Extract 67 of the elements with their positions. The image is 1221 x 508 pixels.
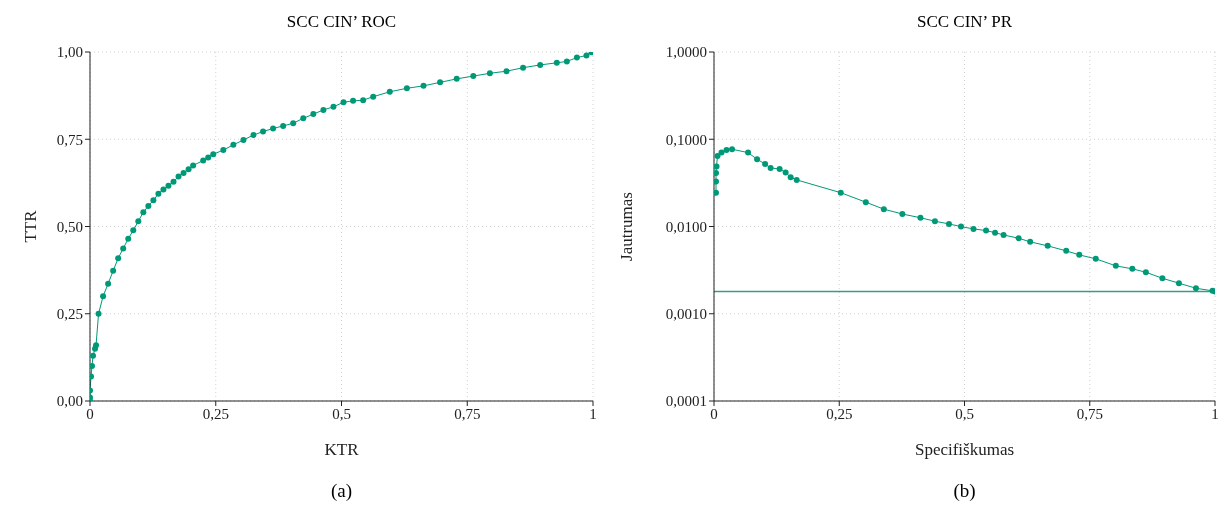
y-tick-label: 0,0001 [665,393,707,410]
y-axis-title: TTR [21,209,41,243]
point [776,165,783,172]
point [1192,285,1199,292]
point [1000,231,1007,238]
point [1076,251,1083,258]
point [714,163,720,170]
point [1015,235,1022,242]
point [714,189,719,196]
point [793,176,800,183]
point [1044,242,1051,249]
point [729,146,736,153]
point [862,199,869,206]
point [880,206,887,213]
y-tick-label: 0,25 [56,306,83,323]
point [767,164,774,171]
y-tick-label: 0,50 [56,218,83,235]
x-tick-label: 1 [1211,405,1219,422]
point [1175,280,1182,287]
x-tick-label: 0,75 [454,405,481,422]
point [945,220,952,227]
y-tick-label: 1,00 [56,44,83,61]
y-tick-label: 1,0000 [665,44,707,61]
point [992,229,999,236]
point [1129,265,1136,272]
point [1159,275,1166,282]
y-axis-title: Jautrumas [617,192,637,261]
y-tick-label: 0,0100 [665,218,707,235]
y-tick-label: 0,00 [56,393,83,410]
point [787,174,794,181]
point [1112,262,1119,269]
x-tick-label: 0,5 [332,405,351,422]
point [957,223,964,230]
point [745,149,752,156]
point [1063,247,1070,254]
point [1142,269,1149,276]
point [1027,238,1034,245]
x-tick-label: 0,5 [955,405,974,422]
y-tick-label: 0,0010 [665,306,707,323]
point [970,225,977,232]
x-axis-title: Specifiškumas [914,440,1015,460]
x-tick-label: 1 [589,405,597,422]
chart-title: SCC CIN’ ROC [285,12,398,32]
x-tick-label: 0,25 [202,405,229,422]
point [723,146,730,153]
x-axis-title: KTR [324,440,360,460]
text: (a) [329,480,354,502]
y-tick-label: 0,75 [56,131,83,148]
x-tick-label: 0,75 [1076,405,1103,422]
y-tick-label: 0,1000 [665,131,707,148]
text: (b) [952,480,977,502]
point [899,211,906,218]
point [983,227,990,234]
point [754,156,761,163]
point [762,160,769,167]
point [1092,255,1099,262]
chart-title: SCC CIN’ PR [915,12,1014,32]
point [714,178,719,185]
point [837,189,844,196]
x-tick-label: 0,25 [826,405,853,422]
point [714,170,719,177]
point [718,149,725,156]
x-tick-label: 0 [710,405,718,422]
point [782,169,789,176]
point [917,214,924,221]
point [931,218,938,225]
x-tick-label: 0 [86,405,94,422]
